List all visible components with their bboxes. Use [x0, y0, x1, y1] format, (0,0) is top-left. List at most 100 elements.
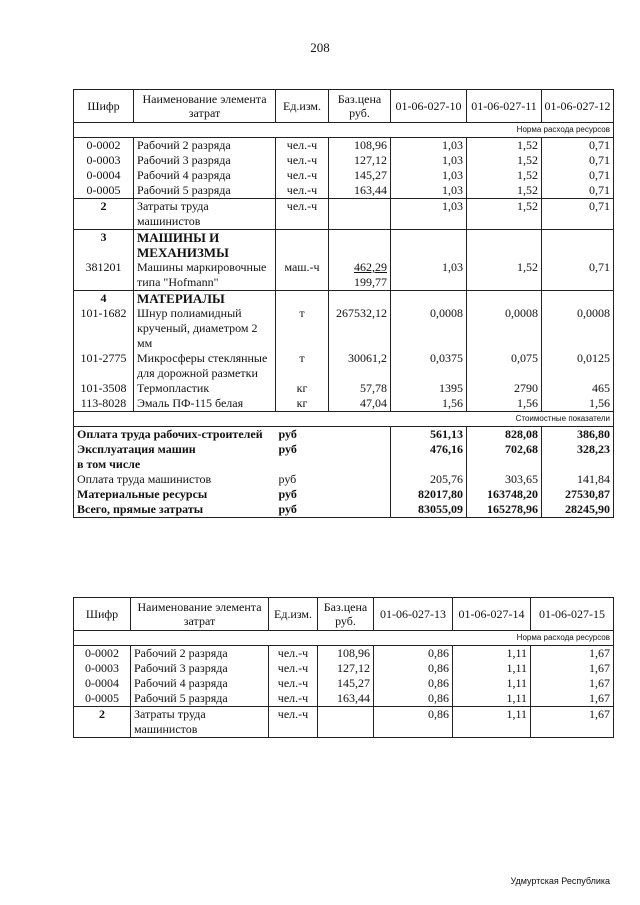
cost-name: Оплата труда рабочих-строителей [73, 426, 276, 442]
row-value: 1,52 [466, 183, 542, 199]
row-value [390, 290, 467, 306]
table-row: 2 Затраты труда машинистов чел.-ч 1,03 1,52 0… [73, 198, 614, 230]
cost-name: Эксплуатация машин [73, 442, 276, 457]
row-price: 163,44 [317, 691, 374, 707]
cost-empty [329, 487, 391, 502]
row-code: 0-0002 [73, 137, 134, 153]
column-header: Шифр [73, 597, 131, 631]
column-header: 01-06-027-15 [530, 597, 614, 631]
column-header: 01-06-027-11 [466, 89, 542, 123]
cost-empty [329, 472, 391, 487]
cost-value: 476,16 [390, 442, 467, 457]
cost-empty [329, 442, 391, 457]
row-price: 145,27 [328, 168, 391, 183]
row-name: МАШИНЫ И МЕХАНИЗМЫ [133, 229, 276, 260]
header-row: Шифр Наименование элемента затрат Ед.изм. Б… [73, 597, 614, 631]
row-code: 381201 [73, 260, 134, 291]
row-code: 0-0005 [73, 183, 134, 199]
row-unit: чел.-ч [268, 645, 318, 661]
row-code: 0-0005 [73, 691, 131, 707]
row-value: 0,71 [541, 183, 614, 199]
row-value: 0,075 [466, 351, 542, 381]
row-value: 0,71 [541, 137, 614, 153]
column-header: Ед.изм. [268, 597, 318, 631]
row-unit: чел.-ч [268, 706, 318, 738]
cost-value [390, 457, 467, 472]
table-row: 101-2775 Микросферы стеклянные для дорожн… [73, 351, 614, 381]
row-unit [275, 229, 329, 260]
row-name: Рабочий 4 разряда [130, 676, 269, 691]
row-value: 1,52 [466, 198, 542, 230]
row-name: Рабочий 2 разряда [133, 137, 276, 153]
column-header: Баз.цена руб. [328, 89, 391, 123]
cost-empty [329, 457, 391, 472]
table-row: 2 Затраты труда машинистов чел.-ч 0,86 1,11 1… [73, 706, 614, 738]
row-value: 1,67 [530, 676, 614, 691]
row-code: 113-8028 [73, 396, 134, 412]
page-number: 208 [310, 40, 330, 55]
row-unit: т [275, 306, 329, 351]
row-name: Рабочий 3 разряда [130, 661, 269, 676]
row-value: 1,67 [530, 706, 614, 738]
table-row: 0-0003 Рабочий 3 разряда чел.-ч 127,12 0,86 1… [73, 661, 614, 676]
cost-value: 702,68 [466, 442, 542, 457]
row-price: 108,96 [317, 645, 374, 661]
row-price: 145,27 [317, 676, 374, 691]
cost-name: Материальные ресурсы [73, 487, 276, 502]
cost-empty [328, 502, 391, 518]
row-value [390, 229, 467, 260]
column-header: Ед.изм. [275, 89, 329, 123]
row-unit: кг [275, 381, 329, 396]
row-unit [275, 290, 329, 306]
row-value: 0,0008 [390, 306, 467, 351]
cost-row: Материальные ресурсы руб 82017,80 163748,20… [73, 487, 614, 502]
cost-value: 386,80 [541, 426, 614, 442]
row-unit: чел.-ч [268, 661, 318, 676]
table-row: 0-0004 Рабочий 4 разряда чел.-ч 145,27 1,03 1… [73, 168, 614, 183]
row-code: 101-2775 [73, 351, 134, 381]
row-code: 2 [73, 198, 134, 230]
row-value: 1,52 [466, 168, 542, 183]
cost-name: Оплата труда машинистов [73, 472, 276, 487]
row-unit: чел.-ч [275, 137, 329, 153]
row-unit: чел.-ч [275, 168, 329, 183]
row-value: 1,67 [530, 645, 614, 661]
price-primary: 462,29 [354, 260, 387, 274]
cost-value: 828,08 [466, 426, 542, 442]
cost-value [541, 457, 614, 472]
row-unit: т [275, 351, 329, 381]
row-value: 1,52 [466, 137, 542, 153]
row-value: 1,56 [541, 396, 614, 412]
row-price: 127,12 [317, 661, 374, 676]
row-code: 101-3508 [73, 381, 134, 396]
cost-unit [276, 457, 329, 472]
row-name: Рабочий 2 разряда [130, 645, 269, 661]
row-unit: чел.-ч [268, 691, 318, 707]
price-secondary: 199,77 [354, 275, 387, 289]
cost-unit: руб [278, 472, 297, 486]
row-value: 0,0125 [541, 351, 614, 381]
row-code: 4 [73, 290, 134, 306]
row-value: 0,0008 [541, 306, 614, 351]
row-value: 1,56 [390, 396, 467, 412]
row-name: МАТЕРИАЛЫ [133, 290, 276, 306]
row-name: Затраты труда машинистов [133, 198, 276, 230]
cost-value: 141,84 [541, 472, 614, 487]
row-value: 1,03 [390, 137, 467, 153]
table-row: 101-3508 Термопластик кг 57,78 1395 2790 465 [73, 381, 614, 396]
row-value: 1,67 [530, 661, 614, 676]
row-code: 0-0003 [73, 661, 131, 676]
cost-value: 27530,87 [541, 487, 614, 502]
row-price [328, 229, 391, 260]
cost-value: 328,23 [541, 442, 614, 457]
cost-name: Всего, прямые затраты [73, 502, 276, 518]
table-row: 0-0002 Рабочий 2 разряда чел.-ч 108,96 1,03 1… [73, 137, 614, 153]
column-header: Шифр [73, 89, 134, 123]
cost-value: 165278,96 [466, 502, 542, 518]
row-unit: чел.-ч [268, 676, 318, 691]
row-value: 0,86 [373, 706, 453, 738]
row-value: 1,11 [452, 706, 531, 738]
cost-unit: руб [275, 502, 329, 518]
table-row: 3 МАШИНЫ И МЕХАНИЗМЫ [73, 229, 614, 260]
row-value: 0,0008 [466, 306, 542, 351]
